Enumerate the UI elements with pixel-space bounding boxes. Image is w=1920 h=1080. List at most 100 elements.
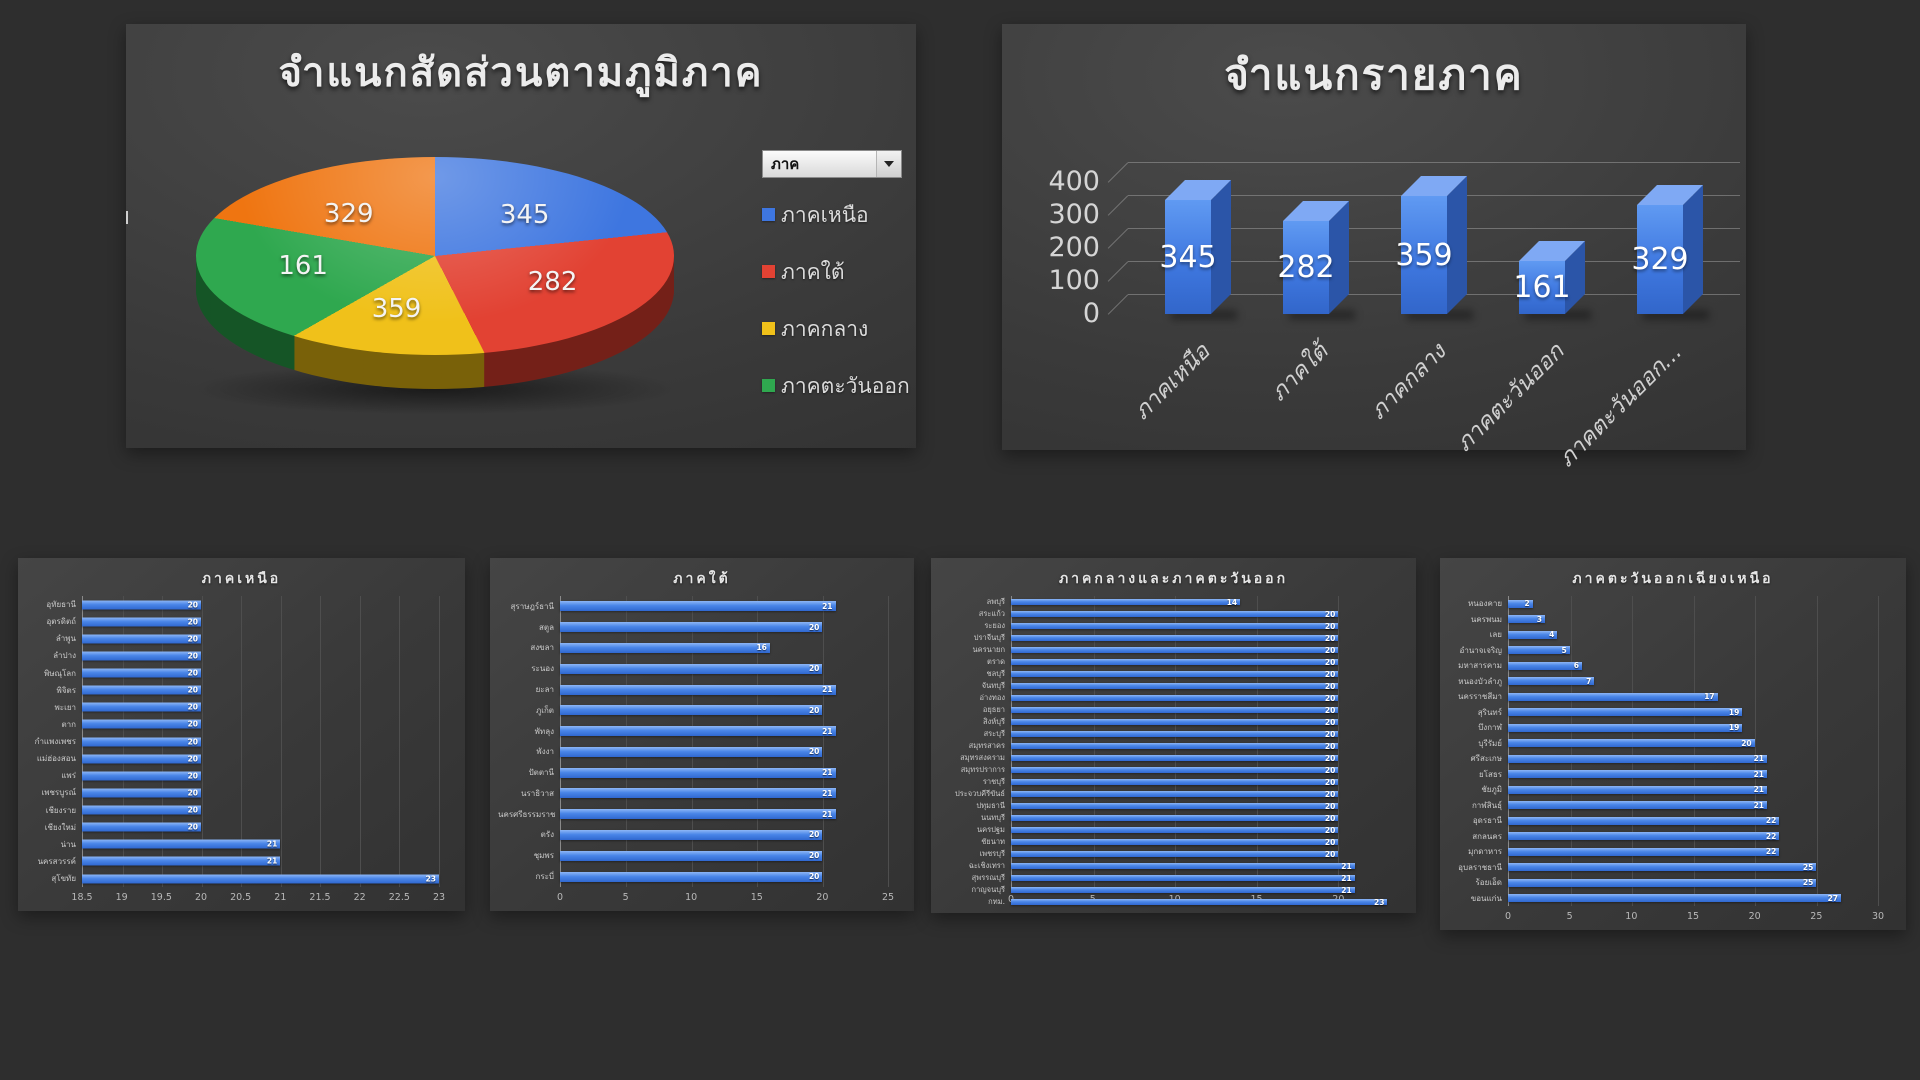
bar-row: กาญจนบุรี 21: [939, 884, 1408, 896]
grid: [1011, 596, 1394, 889]
x-tick-label: 20.5: [230, 892, 252, 903]
gridline: [1128, 162, 1740, 163]
value-label: 6: [1573, 661, 1579, 671]
value-label: 14: [1226, 597, 1238, 607]
bar: 23: [1011, 897, 1388, 907]
bar-row: สุราษฎร์ธานี 21: [498, 596, 906, 617]
x-tick-label: 18.5: [71, 892, 93, 903]
category-label: สมุทรสงคราม: [960, 753, 1005, 762]
gridline: [1570, 596, 1572, 906]
bar-track: 20: [1011, 716, 1394, 728]
category-label: พิจิตร: [56, 685, 76, 695]
bar: 21: [1508, 754, 1767, 764]
y-tick-label: 0: [1082, 298, 1100, 329]
bar: 282: [1277, 221, 1335, 314]
category-label: อยุธยา: [982, 705, 1005, 714]
bar-row: ชัยนาท 20: [939, 836, 1408, 848]
bar: 21: [82, 856, 281, 866]
value-label: 20: [1324, 633, 1336, 643]
value-label: 20: [1324, 645, 1336, 655]
bar: 20: [1011, 754, 1339, 763]
column-chart: 0 100 200 300 400 345 ภาคเหนือ 282 ภาคใต้ 359 ภาคก…: [1042, 142, 1742, 472]
bar: 25: [1508, 878, 1817, 887]
bar-row: ลำพูน 20: [26, 630, 457, 647]
bar-row: สุพรรณบุรี 21: [939, 872, 1408, 884]
value-label: 20: [1324, 717, 1336, 727]
category-label: บึงกาฬ: [1478, 723, 1502, 733]
bar-row: สุรินทร์ 19: [1448, 705, 1898, 721]
bar-row: นครนายก 20: [939, 644, 1408, 656]
barh-panel-northeast: ภาคตะวันออกเฉียงเหนือ หนองคาย 2 นครพนม 3 เลย…: [1440, 558, 1906, 930]
value-label: 282: [1277, 250, 1335, 285]
bar: 20: [560, 871, 823, 882]
x-axis-ticks: 18.5 19 19.5 20 20.5 21 21.5 22 22.5 23: [71, 892, 445, 906]
category-label: สงขลา: [530, 643, 554, 653]
y-tick-label: 400: [1048, 166, 1100, 197]
bar-track: 20: [1011, 776, 1394, 788]
bar-track: 22: [1508, 829, 1878, 845]
value-label: 20: [1324, 801, 1336, 811]
category-label: นครปฐม: [976, 825, 1005, 834]
bar: 21: [560, 788, 836, 799]
value-label: 21: [1753, 754, 1764, 764]
bar: 20: [1011, 766, 1339, 775]
bar: 22: [1508, 816, 1780, 825]
legend-item: ภาคใต้: [762, 259, 912, 285]
gridline: [359, 596, 361, 887]
value-label: 23: [1374, 897, 1385, 907]
category-label: ฉะเชิงเทรา: [968, 861, 1005, 870]
bar: 22: [1508, 847, 1780, 856]
bar-row: น่าน 21: [26, 836, 457, 853]
x-axis: 0 5 10 15 20 25: [498, 892, 906, 906]
category-label: นนทบุรี: [981, 813, 1005, 822]
x-tick-label: 21.5: [309, 892, 331, 903]
bar: 6: [1508, 661, 1582, 671]
gridline: [1175, 596, 1177, 889]
grid: [1508, 596, 1879, 906]
value-label: 21: [822, 601, 833, 611]
value-label: 20: [1324, 705, 1336, 715]
text-cursor: [126, 211, 128, 224]
bar-row: แม่ฮ่องสอน 20: [26, 750, 457, 767]
value-label: 4: [1549, 630, 1555, 640]
bar-row: อุบลราชธานี 25: [1448, 860, 1898, 876]
value-label: 2: [1524, 599, 1530, 609]
bar-side-face: [1329, 201, 1349, 314]
bar-row: สงขลา 16: [498, 638, 906, 659]
bar-track: 20: [82, 802, 439, 819]
bar-row: ปัตตานี 21: [498, 762, 906, 783]
category-label: เลย: [1489, 630, 1502, 640]
chevron-down-icon: [876, 151, 901, 177]
plot-area: อุทัยธานี 20 อุตรดิตถ์ 20 ลำพูน 20 ลำปาง 20 พิษณ…: [26, 596, 457, 887]
category-label: ประจวบคีรีขันธ์: [954, 789, 1005, 798]
grid: [560, 596, 889, 887]
bar-rows: หนองคาย 2 นครพนม 3 เลย 4 อำนาจเจริญ 5 มหาสารคาม 6…: [1448, 596, 1898, 906]
bar-row: ประจวบคีรีขันธ์ 20: [939, 788, 1408, 800]
x-tick-label: 23: [432, 892, 446, 903]
value-label: 5: [1561, 645, 1567, 655]
bar: 359: [1395, 196, 1453, 314]
bar-row: เชียงราย 20: [26, 802, 457, 819]
bar-row: สุโขทัย 23: [26, 870, 457, 887]
value-label: 20: [187, 771, 198, 781]
category-label: ร้อยเอ็ด: [1475, 878, 1502, 888]
bar: 21: [1011, 886, 1355, 895]
gridline: [1816, 596, 1818, 906]
bar-row: กทม. 23: [939, 896, 1408, 908]
bar-row: นครสวรรค์ 21: [26, 853, 457, 870]
bar-row: ระนอง 20: [498, 658, 906, 679]
value-label: 21: [1341, 873, 1352, 883]
column-chart-title: จำแนกรายภาค: [1224, 50, 1524, 99]
category-label: เพชรบุรี: [979, 849, 1005, 858]
gridline: [888, 596, 889, 887]
legend-label: ภาคใต้: [781, 260, 845, 284]
value-label: 21: [266, 839, 278, 849]
bar: 7: [1508, 677, 1595, 686]
gridline: [399, 596, 401, 887]
value-label: 21: [822, 768, 833, 778]
region-filter-dropdown[interactable]: ภาค: [762, 150, 902, 178]
bar: 20: [1011, 790, 1339, 799]
bar-track: 19: [1508, 705, 1878, 721]
value-label: 19: [1728, 723, 1740, 733]
